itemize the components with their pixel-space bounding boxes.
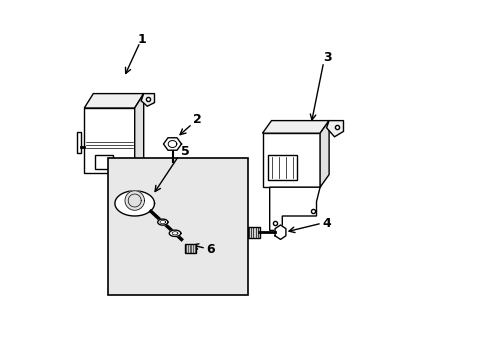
Polygon shape bbox=[125, 191, 144, 210]
Polygon shape bbox=[163, 138, 181, 150]
Polygon shape bbox=[275, 225, 285, 239]
Polygon shape bbox=[269, 187, 320, 230]
Text: 3: 3 bbox=[323, 51, 331, 64]
Polygon shape bbox=[262, 121, 328, 133]
Bar bbox=[95, 155, 113, 169]
Text: 5: 5 bbox=[181, 145, 189, 158]
Bar bbox=[77, 132, 81, 153]
Text: 6: 6 bbox=[205, 243, 214, 256]
Polygon shape bbox=[134, 94, 143, 173]
Text: 4: 4 bbox=[322, 217, 331, 230]
Polygon shape bbox=[141, 94, 154, 106]
Polygon shape bbox=[326, 121, 343, 137]
Polygon shape bbox=[320, 121, 328, 187]
Text: 1: 1 bbox=[137, 33, 146, 46]
Bar bbox=[247, 227, 259, 238]
Polygon shape bbox=[169, 230, 181, 237]
Polygon shape bbox=[84, 94, 143, 108]
Polygon shape bbox=[158, 219, 167, 225]
Bar bbox=[267, 155, 296, 180]
Bar bbox=[262, 133, 320, 187]
Text: 2: 2 bbox=[193, 113, 202, 126]
Polygon shape bbox=[115, 191, 154, 216]
Bar bbox=[84, 108, 134, 173]
Bar bbox=[185, 244, 195, 253]
Bar bbox=[107, 158, 247, 295]
